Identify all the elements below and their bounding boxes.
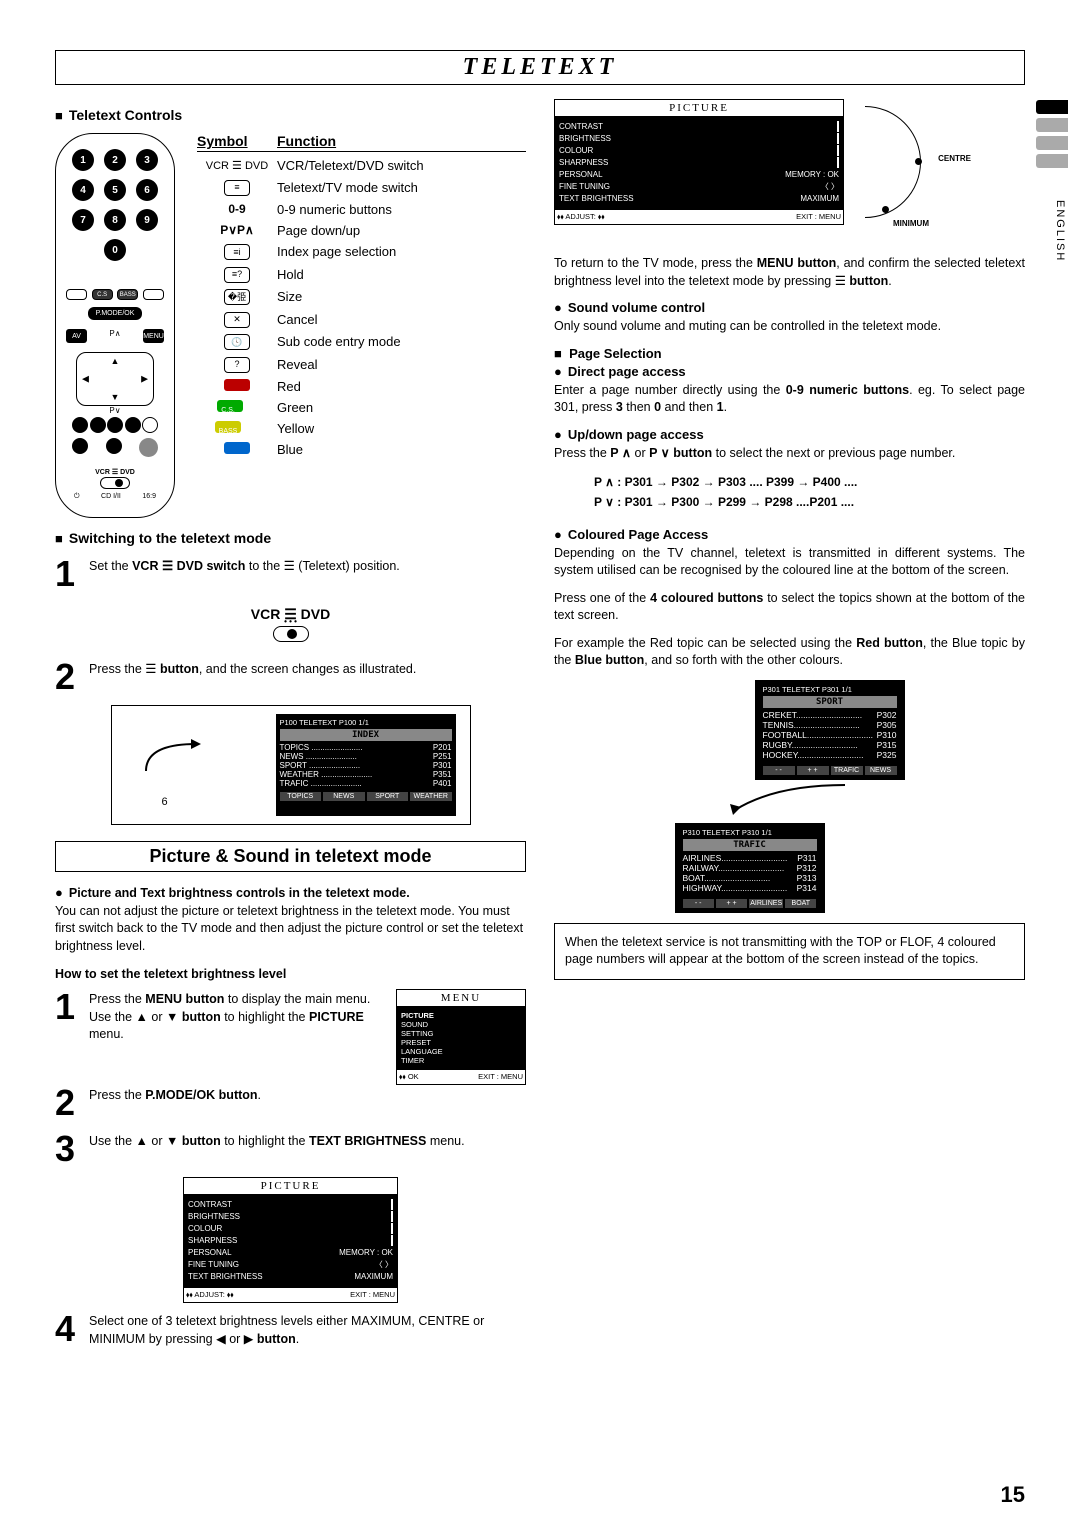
return-paragraph: To return to the TV mode, press the MENU… <box>554 255 1025 290</box>
direct-paragraph: Enter a page number directly using the 0… <box>554 382 1025 417</box>
brightness-intro: ●Picture and Text brightness controls in… <box>55 884 526 955</box>
b-step-4: 4Select one of 3 teletext brightness lev… <box>55 1311 526 1348</box>
language-label: ENGLISH <box>1054 200 1066 262</box>
switch-diagram: VCR ☰ DVD <box>55 606 526 645</box>
note-box: When the teletext service is not transmi… <box>554 923 1025 980</box>
heading-coloured: ●Coloured Page Access <box>554 527 1025 542</box>
sound-paragraph: Only sound volume and muting can be cont… <box>554 318 1025 336</box>
page-title-bar: TELETEXT <box>55 50 1025 85</box>
section-picture-sound: Picture & Sound in teletext mode <box>55 841 526 872</box>
heading-direct-access: ●Direct page access <box>554 364 1025 379</box>
teletext-sport-screen: P301 TELETEXT P301 1/1 SPORT CREKET.....… <box>675 680 905 913</box>
step-2: 2 Press the ☰ button, and the screen cha… <box>55 659 526 695</box>
side-tabs <box>1036 100 1068 168</box>
howto-heading: How to set the teletext brightness level <box>55 967 526 981</box>
colour-p2: Press one of the 4 coloured buttons to s… <box>554 590 1025 625</box>
page-number: 15 <box>1001 1482 1025 1508</box>
colour-p3: For example the Red topic can be selecte… <box>554 635 1025 670</box>
b-step-2: 2Press the P.MODE/OK button. <box>55 1085 526 1121</box>
page-title: TELETEXT <box>56 54 1024 81</box>
picture-menu-osd: PICTURE CONTRASTBRIGHTNESSCOLOURSHARPNES… <box>183 1177 398 1303</box>
picture-menu-arc: PICTURE CONTRASTBRIGHTNESSCOLOURSHARPNES… <box>554 99 844 225</box>
b-step-1: 1Press the MENU button to display the ma… <box>55 989 386 1044</box>
heading-controls: ■Teletext Controls <box>55 107 526 123</box>
updown-paragraph: Press the P ∧ or P ∨ button to select th… <box>554 445 1025 463</box>
teletext-index-screen: 6 P100 TELETEXT P100 1/1 INDEX TOPICS ..… <box>111 705 471 825</box>
page-sequence-down: P ∨ : P301 → P300 → P299 → P298 ....P201… <box>594 492 1025 512</box>
heading-page-selection: ■ Page Selection <box>554 346 1025 361</box>
step-1: 1 Set the VCR ☰ DVD switch to the ☰ (Tel… <box>55 556 526 592</box>
page-sequence-up: P ∧ : P301 → P302 → P303 .... P399 → P40… <box>594 472 1025 492</box>
heading-updown: ●Up/down page access <box>554 427 1025 442</box>
symbol-function-table: Symbol Function VCR ☰ DVDVCR/Teletext/DV… <box>197 133 526 518</box>
heading-sound: ●Sound volume control <box>554 300 1025 315</box>
remote-control-diagram: 123 456 789 0 C.SBASS P.MODE/OK AV P∧ ME… <box>55 133 175 518</box>
colour-p1: Depending on the TV channel, teletext is… <box>554 545 1025 580</box>
heading-switching: ■Switching to the teletext mode <box>55 530 526 546</box>
menu-osd: MENU PICTURESOUNDSETTINGPRESETLANGUAGETI… <box>396 989 526 1085</box>
b-step-3: 3Use the ▲ or ▼ button to highlight the … <box>55 1131 526 1167</box>
